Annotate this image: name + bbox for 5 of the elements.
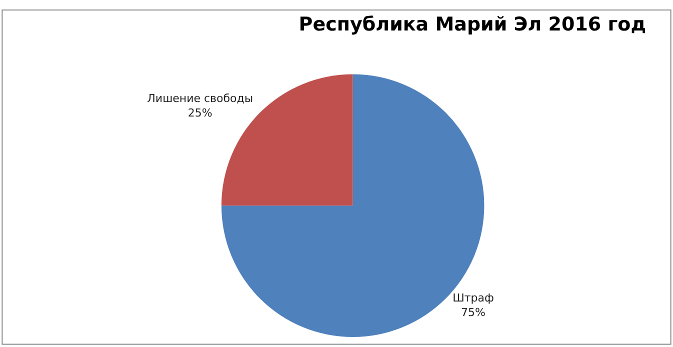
slice-label: Лишение свободы: [147, 92, 254, 106]
slice-label: Штраф: [452, 292, 494, 305]
data-label: 75%: [460, 306, 486, 319]
chart-title: Республика Марий Эл 2016 год: [298, 14, 646, 36]
data-label: 25%: [188, 106, 212, 120]
